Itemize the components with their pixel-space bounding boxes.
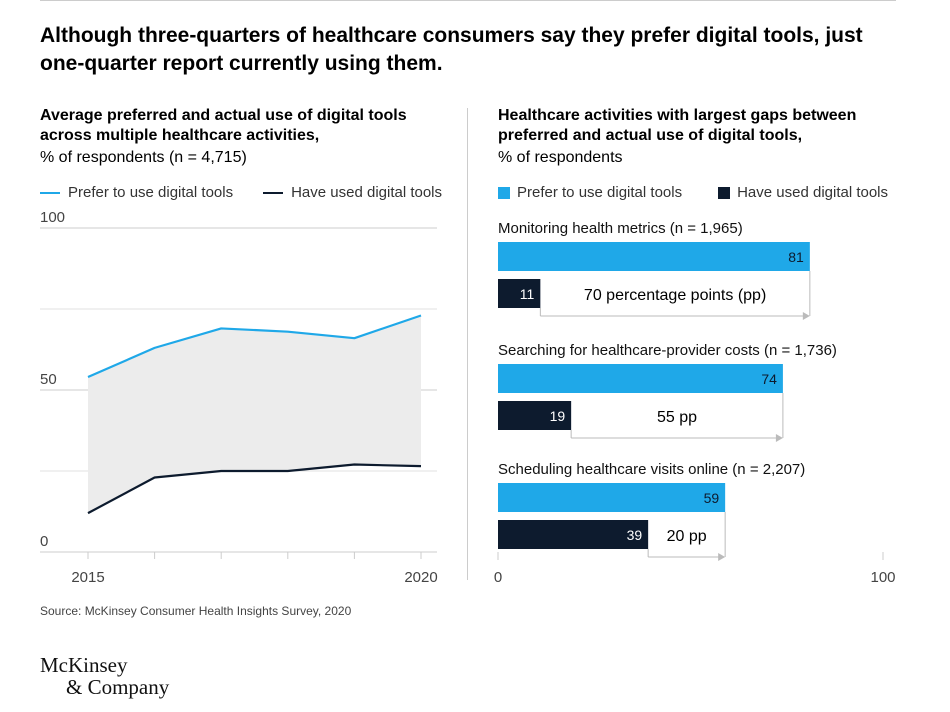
legend-label-prefer-bar: Prefer to use digital tools xyxy=(517,184,683,201)
legend-label-used-bar: Have used digital tools xyxy=(737,184,889,201)
gap-arrowhead xyxy=(718,553,726,561)
legend-swatch-prefer-bar xyxy=(498,186,510,199)
bar-chart-legend: Prefer to use digital tools Have used di… xyxy=(498,184,918,201)
logo-line-2: & Company xyxy=(66,675,170,699)
legend-swatch-prefer xyxy=(40,191,60,194)
mckinsey-logo: McKinsey & Company xyxy=(40,654,169,698)
logo-line-1: McKinsey xyxy=(40,653,128,677)
gap-label: 55 pp xyxy=(657,409,697,426)
bar-prefer-value: 74 xyxy=(761,371,777,387)
bar-x-tick-label-0: 0 xyxy=(494,569,502,586)
y-tick-label-0: 0 xyxy=(40,533,48,550)
bar-used xyxy=(498,279,541,308)
gap-label: 20 pp xyxy=(667,528,707,545)
gap-arrowhead xyxy=(802,312,810,320)
bar-prefer-value: 59 xyxy=(704,490,720,506)
y-tick-label-100: 100 xyxy=(40,209,65,226)
bar-prefer xyxy=(498,242,810,271)
line-chart-title: Average preferred and actual use of digi… xyxy=(40,107,407,144)
top-rule xyxy=(40,0,896,1)
legend-label-prefer: Prefer to use digital tools xyxy=(68,184,234,201)
line-chart-subtitle: % of respondents (n = 4,715) xyxy=(40,149,247,166)
y-tick-label-50: 50 xyxy=(40,371,57,388)
legend-item-used-bar: Have used digital tools xyxy=(718,184,888,201)
group-label: Monitoring health metrics (n = 1,965) xyxy=(498,220,743,237)
panel-divider xyxy=(467,108,468,580)
gap-label: 70 percentage points (pp) xyxy=(584,287,766,304)
bar-used-value: 11 xyxy=(520,286,535,302)
legend-swatch-used xyxy=(263,191,284,194)
group-label: Scheduling healthcare visits online (n =… xyxy=(498,461,805,478)
gap-area xyxy=(88,315,421,514)
legend-label-used: Have used digital tools xyxy=(291,184,443,201)
legend-item-prefer-bar: Prefer to use digital tools xyxy=(498,184,682,201)
bar-used-value: 19 xyxy=(550,408,566,424)
bar-prefer-value: 81 xyxy=(788,249,804,265)
x-tick-label-end: 2020 xyxy=(404,569,437,586)
source-note: Source: McKinsey Consumer Health Insight… xyxy=(40,604,352,618)
bar-prefer xyxy=(498,364,783,393)
bar-chart-title: Healthcare activities with largest gaps … xyxy=(498,107,857,144)
series-line-prefer xyxy=(87,314,422,379)
legend-item-used: Have used digital tools xyxy=(263,184,442,201)
bar-chart-subtitle: % of respondents xyxy=(498,149,623,166)
bar-used xyxy=(498,401,572,430)
legend-swatch-used-bar xyxy=(718,186,731,199)
bar-prefer xyxy=(498,483,726,512)
series-line-used xyxy=(87,463,422,515)
bar-used xyxy=(498,520,649,549)
gap-arrowhead xyxy=(775,434,783,442)
x-tick-label-start: 2015 xyxy=(71,569,104,586)
bar-x-tick-label-100: 100 xyxy=(870,569,895,586)
headline: Although three-quarters of healthcare co… xyxy=(40,24,863,75)
legend-item-prefer: Prefer to use digital tools xyxy=(40,184,233,201)
line-chart-legend: Prefer to use digital tools Have used di… xyxy=(40,184,472,201)
bar-used-value: 39 xyxy=(627,527,643,543)
group-label: Searching for healthcare-provider costs … xyxy=(498,342,837,359)
